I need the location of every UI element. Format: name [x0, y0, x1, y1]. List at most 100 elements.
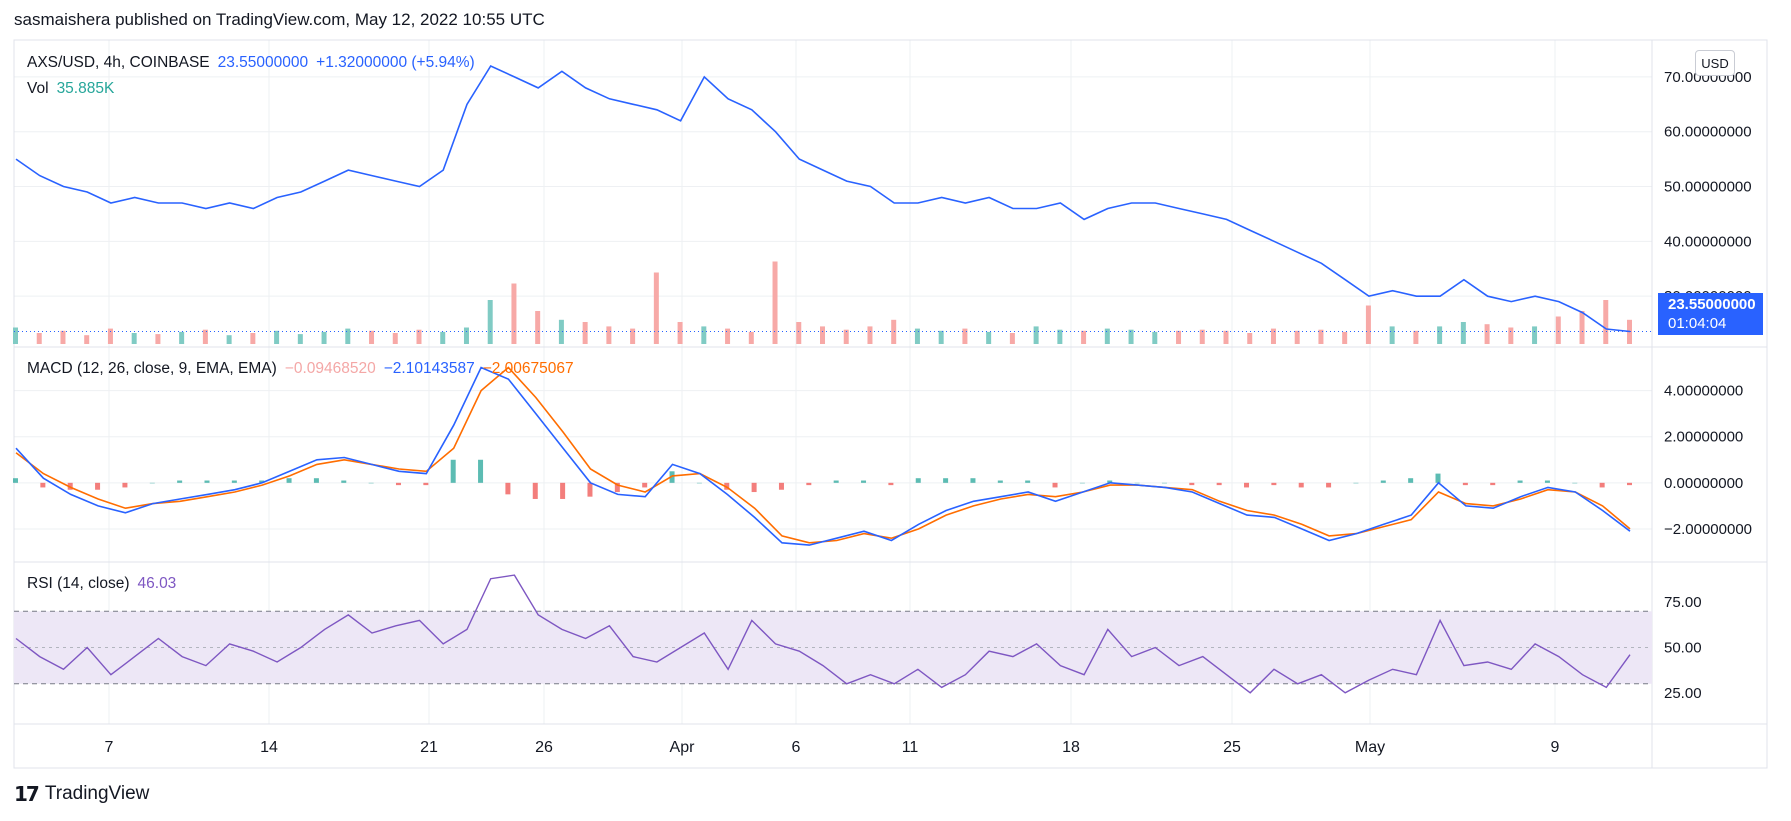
volume-bar [1460, 322, 1466, 344]
volume-bar [13, 327, 18, 344]
x-axis-tick: 25 [1223, 739, 1241, 756]
volume-bar [748, 331, 754, 344]
volume-bar [1318, 329, 1324, 344]
symbol-label[interactable]: AXS/USD, 4h, COINBASE [27, 54, 210, 71]
volume-bar [1033, 326, 1039, 344]
macd-histogram-bar [1216, 482, 1222, 486]
macd-axis-tick: 4.00000000 [1664, 383, 1743, 400]
volume-legend: Vol 35.885K [27, 80, 122, 98]
volume-bar [1389, 326, 1395, 344]
volume-bar [416, 329, 422, 344]
x-axis-tick: 14 [260, 739, 278, 756]
volume-bar [1057, 329, 1063, 344]
rsi-legend: RSI (14, close) 46.03 [27, 575, 184, 593]
volume-bar [107, 328, 113, 344]
volume-bar [463, 327, 469, 344]
volume-bar [1342, 331, 1348, 344]
macd-histogram-bar [1326, 482, 1332, 488]
volume-bar [84, 335, 90, 344]
chart-frame [13, 39, 1768, 769]
macd-histogram-bar [915, 478, 921, 483]
macd-axis-tick: 0.00000000 [1664, 475, 1743, 492]
macd-histogram-bar [122, 482, 128, 488]
volume-bar [962, 328, 968, 344]
macd-histogram-bar [1353, 482, 1359, 484]
volume-bar [440, 331, 446, 344]
volume-bar [772, 261, 778, 344]
volume-bar [630, 328, 636, 344]
volume-bar [606, 326, 612, 344]
volume-bar [131, 333, 137, 344]
volume-bar [1081, 330, 1087, 344]
macd-histogram-bar [997, 480, 1003, 483]
macd-line [15, 366, 1631, 546]
volume-bar [1009, 333, 1015, 344]
volume-bar [36, 333, 42, 344]
volume-bar [938, 330, 944, 344]
currency-button[interactable]: USD [1695, 50, 1735, 76]
volume-bar [297, 334, 303, 344]
macd-histogram-bar [341, 480, 347, 483]
macd-histogram-bar [1435, 473, 1441, 483]
macd-histogram-bar [149, 482, 155, 484]
volume-bar [653, 272, 659, 344]
vol-label[interactable]: Vol [27, 80, 49, 97]
macd-histogram-bar [259, 480, 265, 483]
volume-bar [202, 329, 208, 344]
macd-histogram-bar [1572, 482, 1578, 484]
volume-bar [914, 328, 920, 344]
volume-bar [511, 283, 517, 344]
tradingview-logo-icon: 17 [14, 782, 40, 806]
volume-bar [1247, 333, 1253, 344]
x-axis-tick: 21 [420, 739, 438, 756]
macd-histogram-bar [614, 482, 620, 493]
macd-signal-line [15, 366, 1631, 544]
volume-bar [487, 300, 493, 344]
macd-title[interactable]: MACD (12, 26, close, 9, EMA, EMA) [27, 360, 277, 377]
last-price-tag: 23.55000000 01:04:04 [1658, 293, 1763, 335]
publisher-line: sasmaishera published on TradingView.com… [14, 10, 545, 29]
macd-histogram-bar [751, 482, 757, 493]
macd-histogram-bar [1462, 482, 1468, 486]
tradingview-logo[interactable]: 17 TradingView [14, 782, 149, 806]
rsi-title[interactable]: RSI (14, close) [27, 575, 130, 592]
volume-bar [1484, 324, 1490, 344]
volume-bar [820, 326, 825, 344]
macd-axis-tick: −2.00000000 [1664, 521, 1752, 538]
volume-bar [1579, 311, 1585, 344]
volume-bar [274, 330, 280, 344]
macd-histogram-bar [1052, 482, 1058, 488]
volume-bar [1532, 326, 1538, 344]
price-series-line [15, 64, 1631, 333]
volume-bar [369, 330, 375, 344]
rsi-value: 46.03 [137, 575, 177, 592]
macd-histogram-bar [1079, 482, 1085, 484]
volume-bar [1603, 300, 1609, 344]
macd-histogram-bar [587, 482, 593, 497]
macd-histogram-bar [204, 480, 210, 483]
macd-histogram-bar [313, 478, 319, 483]
volume-bar [891, 319, 897, 344]
macd-histogram-bar [778, 482, 784, 490]
macd-legend: MACD (12, 26, close, 9, EMA, EMA) −0.0946… [27, 360, 582, 378]
volume-bar [1508, 327, 1514, 344]
volume-bar [321, 331, 327, 344]
macd-signal-value: −2.00675067 [482, 360, 574, 377]
macd-histogram-bar [505, 482, 511, 495]
macd-histogram-bar [1544, 480, 1550, 483]
macd-histogram-bar [478, 459, 484, 483]
macd-line-value: −2.10143587 [383, 360, 475, 377]
tradingview-logo-text: TradingView [44, 783, 150, 804]
change-label: +1.32000000 (+5.94%) [316, 54, 475, 71]
macd-histogram-bar [13, 478, 18, 483]
price-axis-tick: 40.00000000 [1664, 233, 1752, 250]
volume-bar [1413, 330, 1419, 344]
volume-bar [1128, 329, 1134, 344]
volume-bar [155, 334, 161, 344]
macd-histogram-bar [40, 482, 46, 488]
price-axis-tick: 60.00000000 [1664, 124, 1752, 141]
macd-histogram-bar [1298, 482, 1304, 488]
volume-bar [677, 322, 683, 344]
macd-histogram-bar [1134, 482, 1140, 484]
